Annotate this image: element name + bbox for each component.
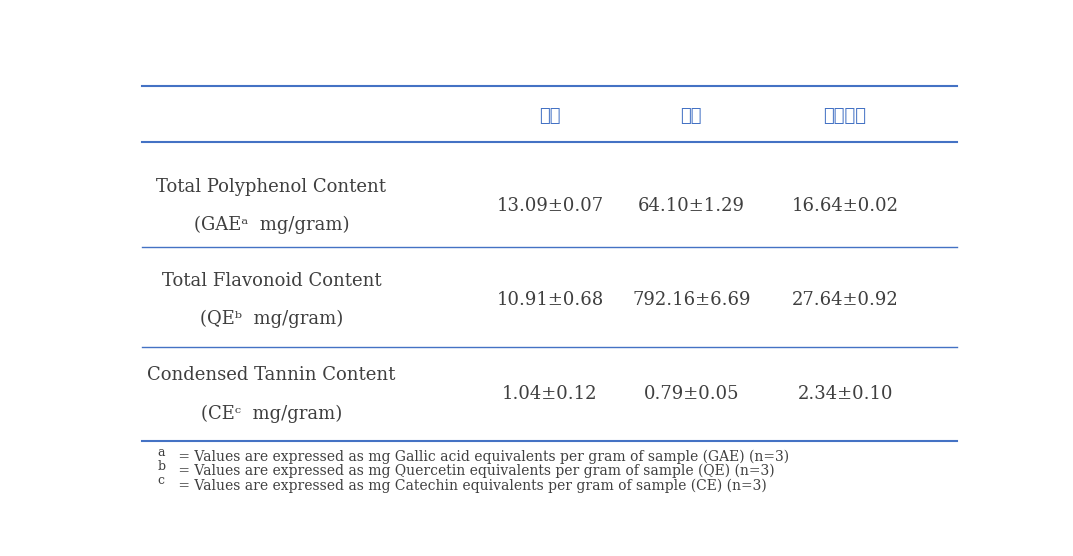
Text: 0.79±0.05: 0.79±0.05 [644, 385, 739, 403]
Text: (QEᵇ  mg/gram): (QEᵇ mg/gram) [200, 310, 343, 329]
Text: b: b [158, 460, 165, 473]
Text: = Values are expressed as mg Catechin equivalents per gram of sample (CE) (n=3): = Values are expressed as mg Catechin eq… [174, 478, 767, 493]
Text: c: c [158, 474, 164, 487]
Text: Total Polyphenol Content: Total Polyphenol Content [157, 177, 386, 196]
Text: 여주: 여주 [539, 107, 561, 125]
Text: 돼지감자: 돼지감자 [824, 107, 867, 125]
Text: 10.91±0.68: 10.91±0.68 [497, 291, 603, 309]
Text: = Values are expressed as mg Gallic acid equivalents per gram of sample (GAE) (n: = Values are expressed as mg Gallic acid… [174, 450, 789, 464]
Text: 64.10±1.29: 64.10±1.29 [637, 197, 745, 215]
Text: 16.64±0.02: 16.64±0.02 [792, 197, 898, 215]
Text: 2.34±0.10: 2.34±0.10 [797, 385, 893, 403]
Text: a: a [158, 445, 165, 459]
Text: 13.09±0.07: 13.09±0.07 [497, 197, 603, 215]
Text: 27.64±0.92: 27.64±0.92 [792, 291, 898, 309]
Text: (CEᶜ  mg/gram): (CEᶜ mg/gram) [201, 404, 342, 423]
Text: = Values are expressed as mg Quercetin equivalents per gram of sample (QE) (n=3): = Values are expressed as mg Quercetin e… [174, 464, 775, 479]
Text: 792.16±6.69: 792.16±6.69 [632, 291, 750, 309]
Text: Total Flavonoid Content: Total Flavonoid Content [162, 272, 381, 290]
Text: (GAEᵃ  mg/gram): (GAEᵃ mg/gram) [193, 216, 349, 234]
Text: 1.04±0.12: 1.04±0.12 [502, 385, 598, 403]
Text: Condensed Tannin Content: Condensed Tannin Content [147, 366, 396, 384]
Text: 황칠: 황칠 [680, 107, 702, 125]
